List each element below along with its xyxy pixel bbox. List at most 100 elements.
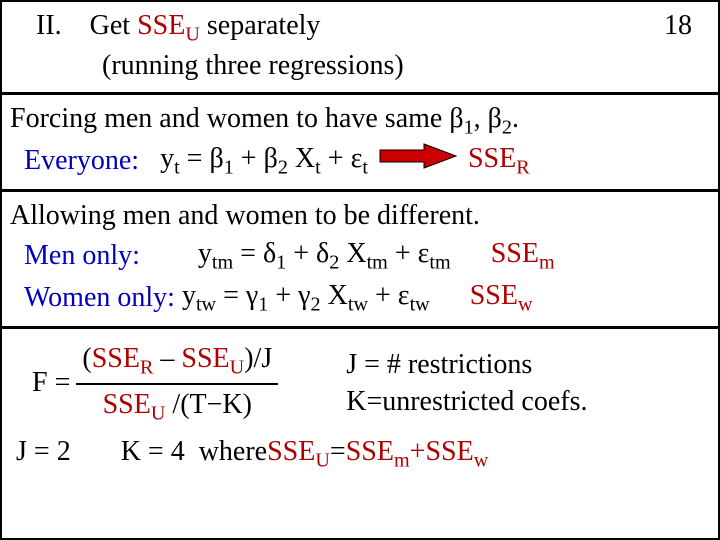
title-roman: II. bbox=[36, 10, 62, 41]
plus2: + bbox=[410, 434, 426, 470]
everyone-eq: yt = β1 + β2 Xt + εt bbox=[160, 141, 368, 181]
ym: y bbox=[198, 238, 212, 269]
allowing-section: Allowing men and women to be different. … bbox=[2, 192, 718, 329]
sse-m-sub: m bbox=[539, 252, 555, 274]
forcing-section: Forcing men and women to have same β1, β… bbox=[2, 95, 718, 192]
weps: ε bbox=[398, 280, 410, 311]
b1: β bbox=[209, 143, 223, 174]
sseu2: SSE bbox=[267, 436, 315, 467]
mepss: tm bbox=[429, 252, 450, 274]
den-sseu-sub: U bbox=[151, 402, 166, 424]
mx: X bbox=[339, 238, 366, 269]
jk-descriptions: J = # restrictions K=unrestricted coefs. bbox=[346, 347, 587, 420]
wp1: + bbox=[268, 280, 298, 311]
k-description: K=unrestricted coefs. bbox=[346, 384, 587, 420]
epss: t bbox=[362, 157, 368, 179]
den-sseu: SSE bbox=[103, 389, 151, 420]
g1s: 1 bbox=[258, 294, 268, 316]
title-suffix: separately bbox=[207, 10, 321, 41]
p1: + bbox=[234, 143, 264, 174]
sse-r-text: SSE bbox=[468, 143, 516, 174]
ssem2s: m bbox=[394, 450, 410, 472]
title-line2: (running three regressions) bbox=[10, 48, 710, 84]
sse-w-sub: w bbox=[518, 294, 533, 316]
page-number: 18 bbox=[664, 8, 710, 44]
beta1: β bbox=[449, 103, 463, 134]
paren-close: )/J bbox=[244, 343, 272, 374]
women-row: Women only: ytw = γ1 + γ2 Xtw + εtw SSEw bbox=[10, 278, 710, 318]
f-numerator: (SSER – SSEU)/J bbox=[76, 341, 278, 385]
men-label: Men only: bbox=[24, 238, 140, 274]
mp2: + bbox=[388, 238, 418, 269]
b1s: 1 bbox=[224, 157, 234, 179]
sse-r-sub: R bbox=[516, 157, 529, 179]
men-row: Men only: ytm = δ1 + δ2 Xtm + εtm SSEm bbox=[10, 236, 710, 276]
j-description: J = # restrictions bbox=[346, 347, 587, 383]
num-sser: SSE bbox=[92, 343, 140, 374]
forcing-text: Forcing men and women to have same bbox=[10, 103, 449, 134]
b2: β bbox=[264, 143, 278, 174]
f-fraction: (SSER – SSEU)/J SSEU /(T−K) bbox=[76, 341, 278, 427]
g1: γ bbox=[246, 280, 258, 311]
women-label: Women only: bbox=[24, 280, 175, 316]
sse-w-text: SSE bbox=[470, 280, 518, 311]
ssem2: SSE bbox=[346, 436, 394, 467]
yms: tm bbox=[212, 252, 233, 274]
wp2: + bbox=[368, 280, 398, 311]
beta1-sub: 1 bbox=[464, 117, 474, 139]
f-formula-row: F = (SSER – SSEU)/J SSEU /(T−K) J = # re… bbox=[10, 341, 710, 427]
eps: ε bbox=[351, 143, 363, 174]
j-value: J = 2 bbox=[16, 434, 71, 470]
meq: = bbox=[233, 238, 263, 269]
mp1: + bbox=[286, 238, 316, 269]
comma: , bbox=[474, 103, 488, 134]
paren-open: ( bbox=[82, 343, 91, 374]
wx: X bbox=[321, 280, 348, 311]
period: . bbox=[512, 103, 519, 134]
title-section: II. Get SSEU separately 18 (running thre… bbox=[2, 2, 718, 95]
den-rest: /(T−K) bbox=[165, 389, 252, 420]
arrow-icon bbox=[378, 142, 458, 180]
f-denominator: SSEU /(T−K) bbox=[76, 385, 278, 427]
women-eq: ytw = γ1 + γ2 Xtw + εtw bbox=[182, 278, 430, 318]
title-row: II. Get SSEU separately 18 bbox=[10, 8, 710, 48]
weq: = bbox=[216, 280, 246, 311]
d2s: 2 bbox=[329, 252, 339, 274]
wxs: tw bbox=[348, 294, 368, 316]
f-section: F = (SSER – SSEU)/J SSEU /(T−K) J = # re… bbox=[2, 329, 718, 482]
eq: = bbox=[180, 143, 210, 174]
y: y bbox=[160, 143, 174, 174]
k-value: K = 4 bbox=[121, 434, 185, 470]
everyone-row: Everyone: yt = β1 + β2 Xt + εt SSER bbox=[10, 141, 710, 181]
title-sse: SSE bbox=[137, 10, 185, 41]
title-sse-sub: U bbox=[185, 24, 200, 46]
sse-m: SSEm bbox=[491, 236, 555, 276]
sseu2s: U bbox=[315, 450, 330, 472]
x: X bbox=[288, 143, 315, 174]
eq2: = bbox=[330, 434, 346, 470]
g2: γ bbox=[298, 280, 310, 311]
beta2-sub: 2 bbox=[502, 117, 512, 139]
men-eq: ytm = δ1 + δ2 Xtm + εtm bbox=[198, 236, 451, 276]
wepss: tw bbox=[410, 294, 430, 316]
everyone-label: Everyone: bbox=[24, 143, 139, 179]
mxs: tm bbox=[367, 252, 388, 274]
where-text: where bbox=[199, 434, 267, 470]
title-line1: II. Get SSEU separately bbox=[10, 8, 320, 48]
num-sseu: SSE bbox=[181, 343, 229, 374]
sse-m-text: SSE bbox=[491, 238, 539, 269]
slide: II. Get SSEU separately 18 (running thre… bbox=[0, 0, 720, 540]
num-minus: – bbox=[153, 343, 181, 374]
jk-values-row: J = 2 K = 4 where SSEU = SSEm + SSEw bbox=[10, 434, 710, 474]
title-prefix: Get bbox=[90, 10, 137, 41]
ssew2s: w bbox=[474, 450, 489, 472]
p2: + bbox=[321, 143, 351, 174]
yw: y bbox=[182, 280, 196, 311]
d1s: 1 bbox=[276, 252, 286, 274]
ssew2: SSE bbox=[425, 436, 473, 467]
sse-w: SSEw bbox=[470, 278, 533, 318]
g2s: 2 bbox=[311, 294, 321, 316]
b2s: 2 bbox=[278, 157, 288, 179]
f-equals: F = bbox=[32, 365, 70, 401]
yws: tw bbox=[196, 294, 216, 316]
